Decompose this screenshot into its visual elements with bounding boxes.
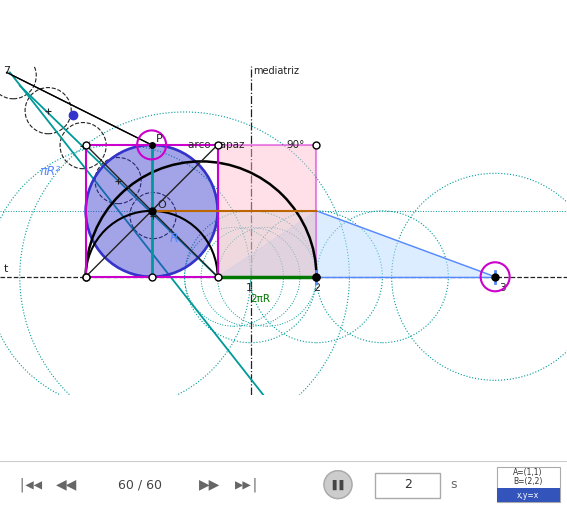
Text: P: P [155,134,162,144]
Bar [497,488,560,502]
Text: ▐ ▌: ▐ ▌ [329,480,347,490]
Text: 2: 2 [313,283,320,293]
Text: B=(2,2): B=(2,2) [513,477,543,486]
Text: 2: 2 [404,478,412,491]
Bar [375,473,440,498]
Text: R: R [170,233,179,245]
Bar [218,145,316,277]
Bar [218,211,316,277]
Text: O: O [157,200,166,210]
Text: 1: 1 [246,283,253,293]
Text: ◀◀: ◀◀ [56,478,78,492]
Bar [86,145,218,277]
Text: A=(1,1): A=(1,1) [513,468,543,477]
Text: ▶▶|: ▶▶| [235,478,261,492]
Text: t: t [3,264,8,274]
Text: x,y=x: x,y=x [517,491,539,499]
Circle shape [86,145,218,277]
Circle shape [324,471,352,498]
Polygon shape [218,211,495,277]
Text: 3: 3 [499,283,506,293]
Text: arco capaz: arco capaz [188,140,244,150]
Bar [497,467,560,502]
Text: mediatriz: mediatriz [253,66,299,76]
Text: πR²: πR² [40,165,61,178]
Text: 60 / 60: 60 / 60 [118,478,162,491]
Text: 90°: 90° [287,140,305,150]
Text: 7: 7 [3,66,10,76]
Text: 2πR: 2πR [251,294,270,304]
Text: s: s [451,478,457,491]
Text: ▶▶: ▶▶ [200,478,221,492]
Text: |◀◀: |◀◀ [18,478,43,492]
